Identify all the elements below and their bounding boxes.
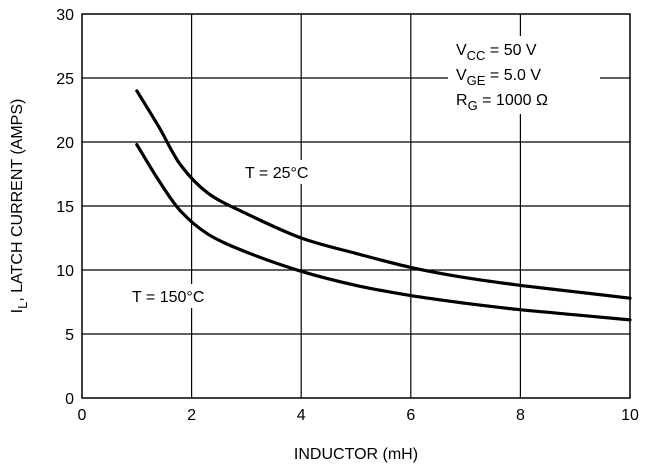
- series-label-150c-text: T = 150°C: [132, 289, 204, 306]
- vcc-symbol: V: [456, 42, 467, 59]
- vcc-subscript: CC: [467, 48, 486, 63]
- y-tick-label: 15: [56, 199, 74, 216]
- rg-symbol: R: [456, 92, 468, 109]
- y-tick-labels: 0 5 10 15 20 25 30: [56, 7, 74, 408]
- rg-value: = 1000 Ω: [478, 92, 548, 109]
- x-tick-labels: 0 2 4 6 8 10: [78, 407, 639, 424]
- y-axis-title-subscript: L: [15, 302, 30, 309]
- y-tick-label: 25: [56, 71, 74, 88]
- x-tick-label: 0: [78, 407, 87, 424]
- y-axis-title-rest: , LATCH CURRENT (AMPS): [9, 99, 26, 302]
- vcc-value: = 50 V: [485, 42, 536, 59]
- x-tick-label: 10: [621, 407, 639, 424]
- series-line-150c: [135, 143, 632, 322]
- test-conditions: VCC = 50 V VGE = 5.0 V RG = 1000 Ω: [448, 36, 600, 114]
- y-tick-label: 20: [56, 135, 74, 152]
- series-layer: [135, 89, 632, 322]
- vge-symbol: V: [456, 67, 467, 84]
- x-axis-title: INDUCTOR (mH): [294, 446, 418, 463]
- x-tick-label: 8: [516, 407, 525, 424]
- series-label-150c: T = 150°C: [127, 284, 229, 308]
- x-tick-label: 2: [187, 407, 196, 424]
- vge-subscript: GE: [467, 73, 486, 88]
- vge-condition: VGE = 5.0 V: [456, 67, 541, 88]
- test-conditions-background: [448, 36, 600, 114]
- plot-frame: [81, 13, 631, 399]
- series-label-150c-background: [127, 284, 229, 308]
- y-axis-title-main: I: [9, 309, 26, 313]
- rg-subscript: G: [468, 98, 478, 113]
- vcc-condition: VCC = 50 V: [456, 42, 537, 63]
- x-tick-label: 4: [297, 407, 306, 424]
- series-label-25c-text: T = 25°C: [245, 165, 308, 182]
- y-tick-label: 5: [65, 327, 74, 344]
- y-tick-label: 10: [56, 263, 74, 280]
- vge-value: = 5.0 V: [485, 67, 541, 84]
- x-tick-label: 6: [406, 407, 415, 424]
- y-tick-label: 30: [56, 7, 74, 24]
- rg-condition: RG = 1000 Ω: [456, 92, 548, 113]
- series-line-25c: [135, 89, 632, 300]
- series-label-25c: T = 25°C: [240, 160, 330, 184]
- y-tick-label: 0: [65, 391, 74, 408]
- series-label-25c-background: [240, 160, 330, 184]
- y-axis-title: IL, LATCH CURRENT (AMPS): [9, 99, 30, 314]
